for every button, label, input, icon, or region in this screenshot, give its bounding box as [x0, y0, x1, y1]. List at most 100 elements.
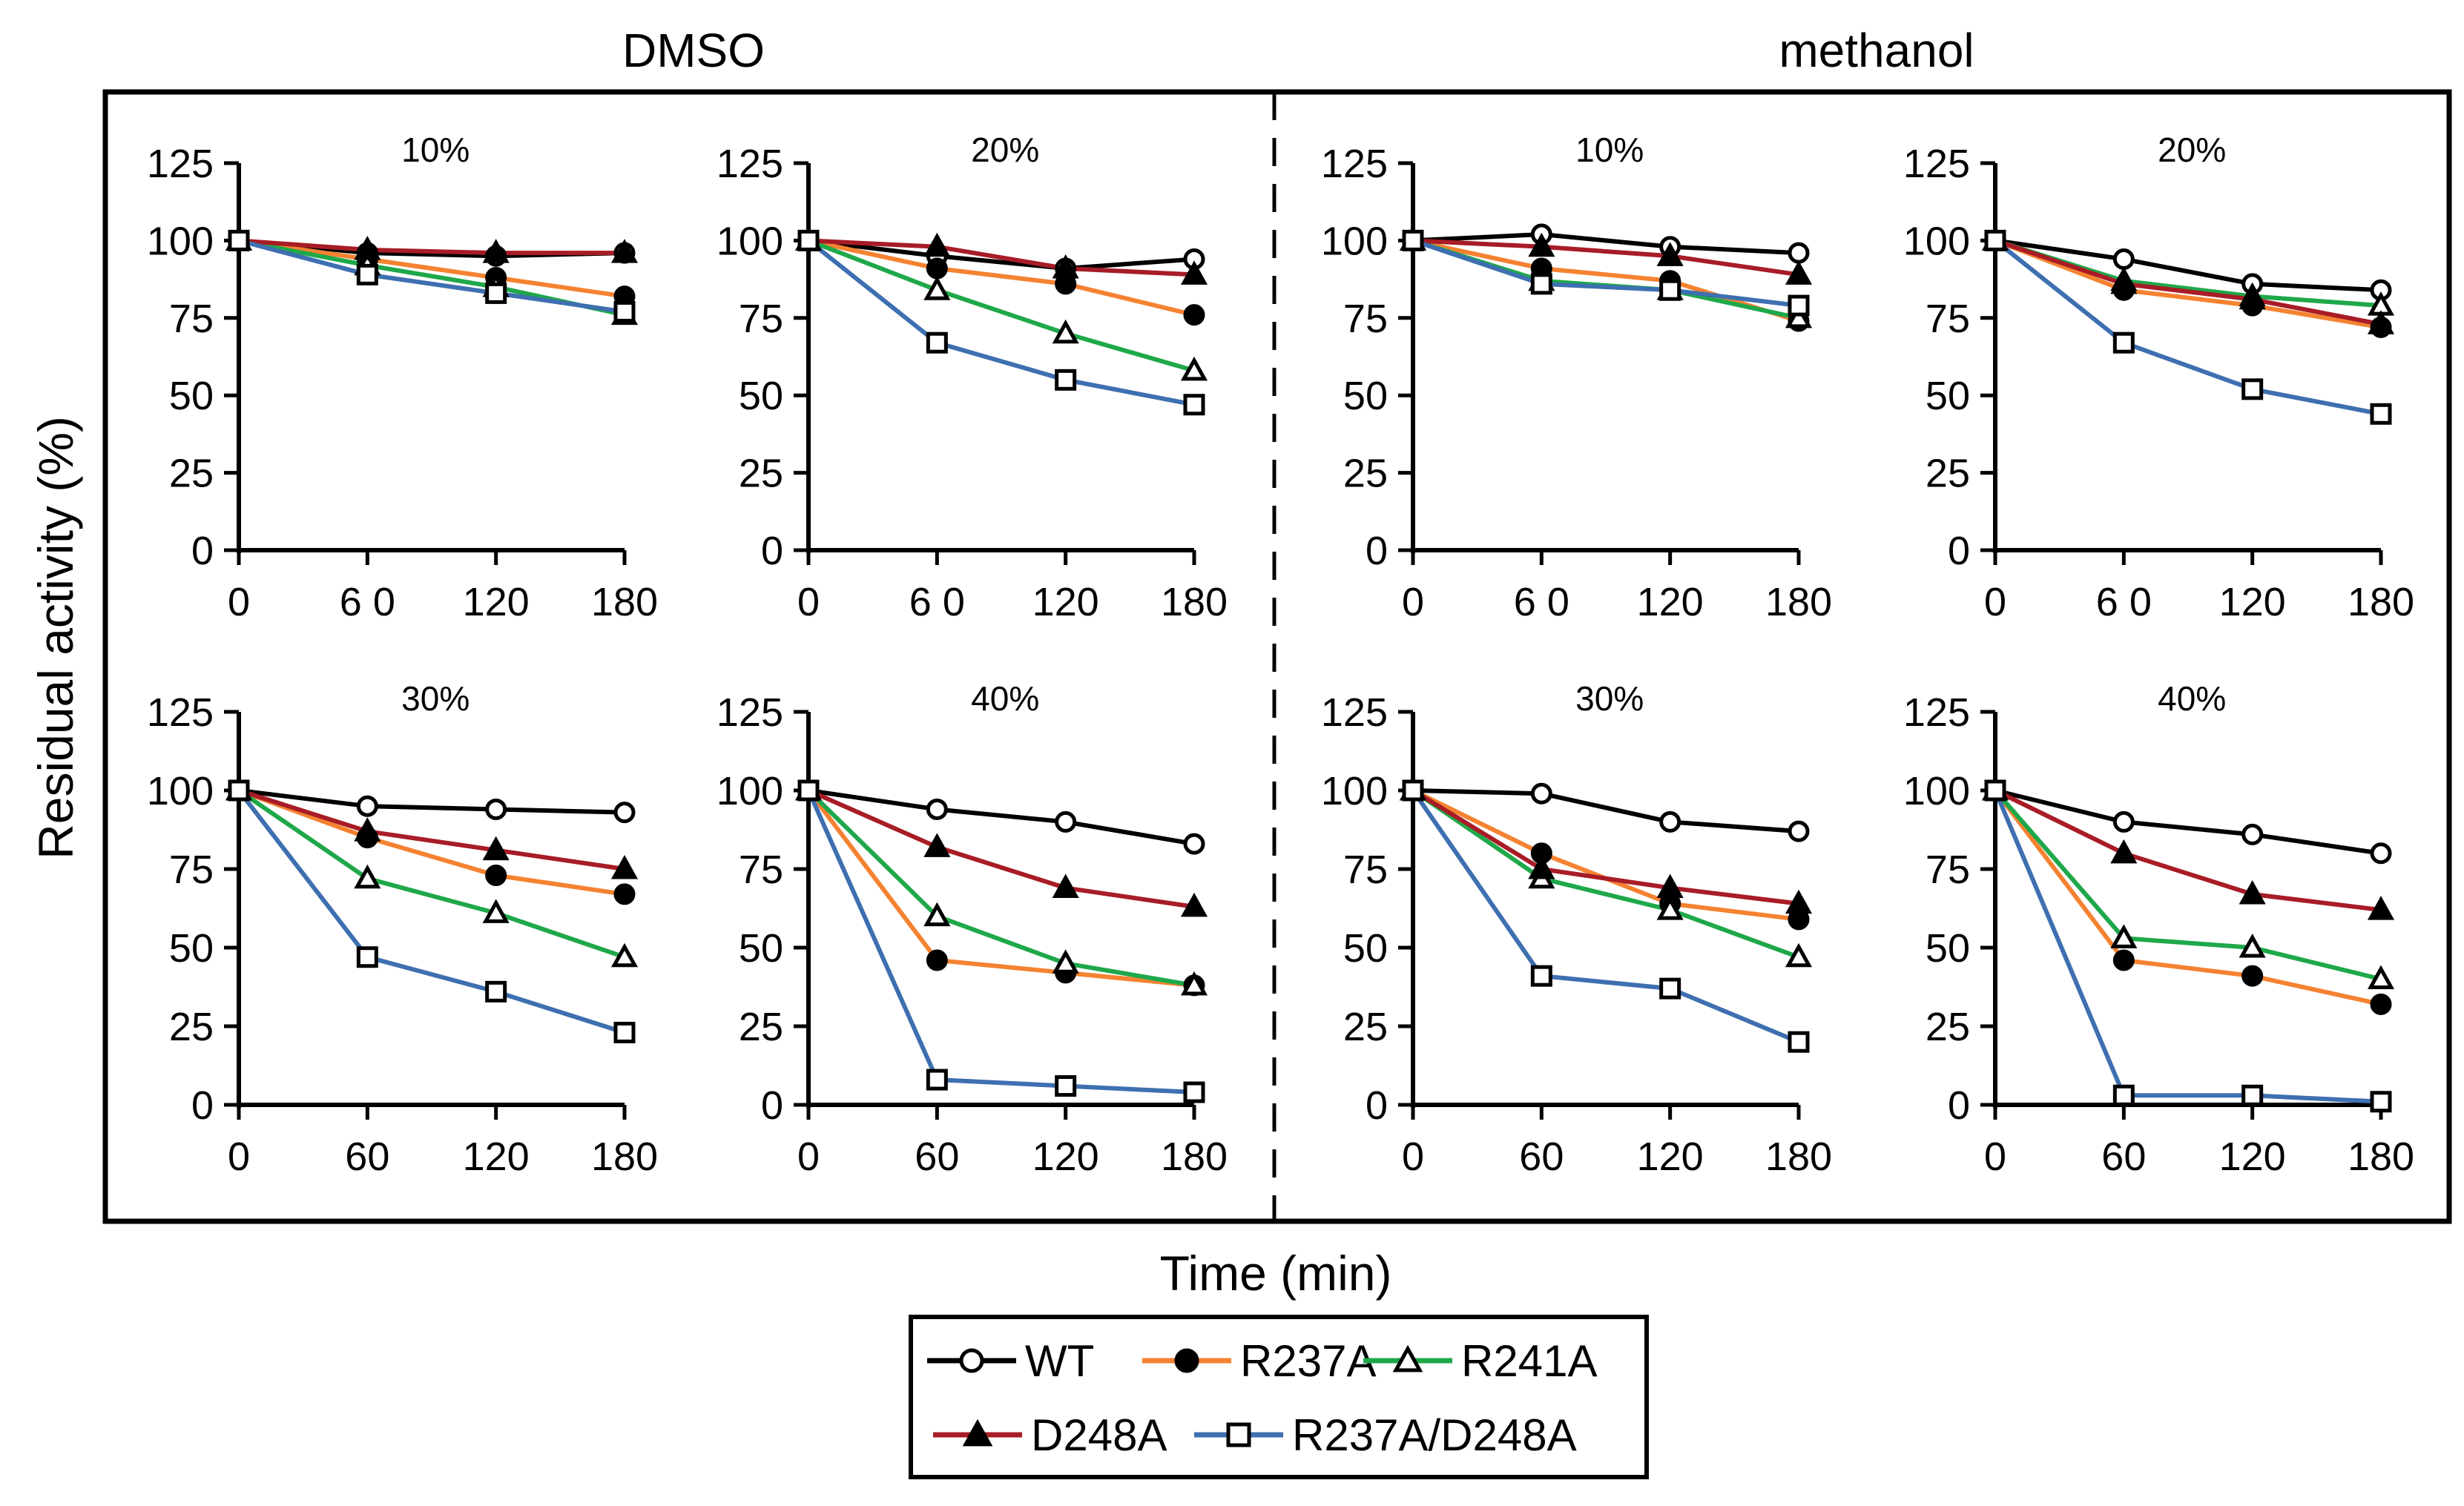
panel-dmso-30-point-wt-60 — [356, 795, 378, 817]
panel-dmso-40-point-r237a-d248a-0 — [797, 779, 820, 802]
panel-methanol-30-point-d248a-180 — [1785, 889, 1813, 914]
panel-dmso-10-point-r237a-d248a-0 — [228, 229, 250, 251]
panel-methanol-10-xtick-label-180: 180 — [1765, 580, 1832, 624]
panel-dmso-40-ytick-label-50: 50 — [739, 926, 783, 971]
panel-dmso-20-point-d248a-120 — [1052, 254, 1079, 279]
panel-methanol-40-point-d248a-120 — [2239, 879, 2266, 905]
panel-methanol-20-point-r237a-d248a-0 — [1984, 229, 2006, 251]
panel-methanol-30-point-wt-180 — [1788, 820, 1810, 842]
panel-dmso-10-ytick-label-25: 25 — [169, 452, 214, 496]
panel-dmso-20-point-r241a-60 — [923, 276, 951, 300]
panel-methanol-10-point-r237a-d248a-60 — [1530, 273, 1552, 295]
panel-dmso-10-line-d248a — [238, 238, 625, 256]
group-title-dmso: DMSO — [622, 24, 765, 77]
panel-dmso-30-point-d248a-180 — [610, 855, 639, 879]
panel-dmso-40-point-wt-60 — [926, 798, 948, 820]
panel-dmso-10-ytick-label-75: 75 — [169, 297, 214, 341]
panel-methanol-20-point-r237a-d248a-120 — [2241, 378, 2264, 400]
panel-methanol-20-xtick-label-120: 120 — [2219, 580, 2286, 624]
panel-methanol-40-point-d248a-60 — [2110, 839, 2138, 864]
panel-dmso-40-line-r237a-d248a — [806, 789, 1195, 1095]
panel-methanol-40-xtick-label-120: 120 — [2219, 1135, 2286, 1179]
panel-dmso-20-line-r237a — [808, 238, 1195, 317]
panel-dmso-40-point-r241a-60 — [923, 902, 951, 927]
panel-methanol-10-line-r237a — [1412, 238, 1799, 323]
panel-dmso-40-point-r237a-d248a-120 — [1055, 1075, 1077, 1097]
panel-dmso-30-ytick-label-125: 125 — [147, 690, 214, 735]
panel-methanol-30-point-r237a-d248a-60 — [1530, 965, 1552, 987]
panel-methanol-10-line-d248a — [1412, 238, 1799, 277]
panel-methanol-10-ytick-label-0: 0 — [1366, 529, 1388, 573]
panel-dmso-40-ytick-label-0: 0 — [761, 1083, 783, 1128]
panel-dmso-30-point-r237a-180 — [613, 883, 636, 905]
panel-methanol-20-xtick-label-0: 0 — [1984, 580, 2006, 624]
panel-methanol-40-ytick-label-100: 100 — [1903, 769, 1970, 813]
panel-dmso-40-point-d248a-120 — [1052, 873, 1079, 898]
panel-methanol-30-line-r237a-d248a — [1411, 789, 1800, 1044]
x-axis-title: Time (min) — [1160, 1246, 1392, 1301]
panel-methanol-10-xtick-label-0: 0 — [1402, 580, 1424, 624]
panel-methanol-40: 0 25 50 75 100 125 0 60 120 180 40% — [1903, 679, 2414, 1179]
panel-dmso-10-xtick-label-180: 180 — [591, 580, 658, 624]
panel-dmso-20-point-r237a-d248a-0 — [797, 229, 820, 251]
panel-methanol-10-ytick-label-75: 75 — [1343, 297, 1388, 341]
panel-dmso-40-point-r241a-120 — [1052, 949, 1079, 974]
panel-methanol-30-point-r237a-d248a-120 — [1659, 977, 1681, 1000]
panel-dmso-10: 0 25 50 75 100 125 0 6 0 120 180 10% — [147, 131, 658, 624]
panel-dmso-40-line-d248a — [807, 788, 1195, 909]
panel-dmso-10-line-r237a-d248a — [238, 238, 625, 314]
panel-methanol-30-point-d248a-120 — [1656, 873, 1684, 898]
panel-dmso-20-ytick-label-25: 25 — [739, 452, 783, 496]
panel-methanol-20-ytick-label-50: 50 — [1926, 374, 1970, 418]
panel-methanol-20-ytick-label-125: 125 — [1903, 142, 1970, 186]
panel-dmso-10-point-r237a-d248a-180 — [613, 300, 636, 323]
panel-dmso-20-point-r237a-60 — [926, 257, 948, 280]
panel-dmso-40-line-wt — [808, 788, 1195, 847]
panel-dmso-30-point-r241a-120 — [482, 899, 510, 923]
panel-methanol-10-point-r237a-d248a-180 — [1788, 294, 1810, 317]
panel-dmso-20-line-wt — [808, 238, 1195, 271]
panel-methanol-20-point-d248a-60 — [2110, 269, 2138, 294]
panel-dmso-40-point-wt-180 — [1183, 833, 1205, 855]
panel-methanol-30-xtick-label-120: 120 — [1637, 1135, 1704, 1179]
panel-methanol-40-ytick-label-50: 50 — [1926, 926, 1970, 971]
panel-dmso-10-point-d248a-60 — [354, 235, 381, 260]
panel-methanol-40-point-r237a-d248a-0 — [1984, 779, 2006, 802]
panel-methanol-20-point-d248a-180 — [2367, 310, 2395, 334]
panel-dmso-10-xtick-label-60: 6 0 — [340, 580, 395, 624]
panel-dmso-30-point-wt-120 — [485, 798, 507, 820]
legend-box — [909, 1315, 1649, 1479]
panel-dmso-10-title: 10% — [401, 131, 470, 169]
panel-dmso-30-ytick-label-100: 100 — [147, 769, 214, 813]
panel-methanol-20-ytick-label-100: 100 — [1903, 219, 1970, 263]
panel-methanol-20-point-r237a-d248a-60 — [2112, 331, 2135, 354]
legend-item-r237a-d248a-marker — [1226, 1422, 1251, 1447]
panel-methanol-40-point-r237a-120 — [2241, 965, 2264, 987]
panel-methanol-40-ytick-label-125: 125 — [1903, 690, 1970, 735]
panel-dmso-30-line-r237a — [237, 788, 625, 896]
panel-methanol-30-ytick-label-25: 25 — [1343, 1005, 1388, 1049]
legend-item-wt: WT — [927, 1336, 1094, 1386]
panel-dmso-10-point-r237a-d248a-60 — [356, 263, 378, 285]
legend-item-r237a-d248a: R237A/D248A — [1194, 1410, 1577, 1460]
panel-methanol-10-line-wt — [1412, 232, 1799, 256]
panel-methanol-40-point-r237a-d248a-120 — [2241, 1084, 2264, 1106]
panel-methanol-40-point-r237a-d248a-180 — [2370, 1091, 2392, 1113]
panel-dmso-40-point-d248a-60 — [923, 833, 951, 857]
panel-methanol-10: 0 25 50 75 100 125 0 6 0 120 180 10% — [1321, 131, 1832, 624]
panel-dmso-30: 0 25 50 75 100 125 0 60 120 180 30% — [147, 679, 658, 1179]
panel-dmso-20-point-d248a-180 — [1180, 260, 1208, 285]
panel-methanol-20-title: 20% — [2158, 131, 2226, 169]
panel-methanol-30-xtick-label-0: 0 — [1402, 1135, 1424, 1179]
panel-dmso-40-point-d248a-180 — [1180, 892, 1208, 917]
panel-methanol-30-title: 30% — [1575, 679, 1644, 718]
panel-methanol-40-point-r237a-180 — [2370, 993, 2392, 1015]
panel-methanol-10-point-wt-180 — [1788, 242, 1810, 264]
panel-dmso-10-point-d248a-120 — [482, 239, 510, 263]
panel-methanol-30-xtick-label-60: 60 — [1519, 1135, 1564, 1179]
panel-dmso-40: 0 25 50 75 100 125 0 60 120 180 40% — [717, 679, 1228, 1179]
panel-dmso-30-point-d248a-60 — [354, 817, 381, 842]
panel-dmso-30-point-r237a-d248a-0 — [228, 779, 250, 802]
panel-dmso-30-point-wt-180 — [613, 802, 636, 824]
panel-methanol-30-point-r237a-d248a-0 — [1402, 779, 1424, 802]
